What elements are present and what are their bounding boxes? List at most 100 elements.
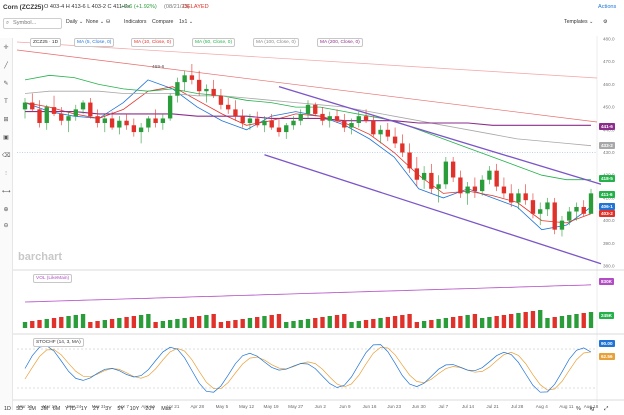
candle-body: [102, 118, 107, 123]
candle-body: [327, 116, 332, 121]
candle-body: [472, 186, 478, 192]
volume-bar: [22, 322, 28, 328]
volume-legend[interactable]: VOL (LikeMain): [33, 274, 73, 283]
price-tick-label: 410.0: [603, 195, 615, 200]
chart-type-button[interactable]: ⛁: [106, 19, 111, 25]
ma200-legend[interactable]: MA (200, Close, 0): [317, 38, 363, 47]
actions-button[interactable]: Actions: [598, 4, 617, 10]
ruler-icon[interactable]: ⊞: [3, 117, 9, 123]
volume-bar: [479, 318, 485, 328]
volume-bar: [334, 315, 340, 328]
draw-dropdown[interactable]: None ⌄: [86, 19, 104, 25]
volume-bar: [516, 313, 521, 328]
stoch-legend[interactable]: STOCHF (14, 3, MA): [33, 338, 84, 347]
candle-body: [501, 186, 507, 194]
volume-bar: [465, 315, 470, 328]
volume-bar: [204, 315, 209, 328]
range-ytd[interactable]: YTD: [65, 406, 76, 412]
volume-bar: [327, 316, 332, 328]
volume-bar: [356, 321, 361, 328]
indicators-button[interactable]: Indicators: [124, 19, 147, 25]
candle-body: [458, 177, 463, 194]
candle-body: [356, 116, 361, 123]
range-10y[interactable]: 10Y: [129, 406, 140, 412]
ma5-legend[interactable]: MA (5, Close, 0): [74, 38, 115, 47]
range-5d[interactable]: 5D: [16, 406, 24, 412]
volume-bar: [211, 314, 216, 328]
timestamp: (08/21/25): [164, 4, 190, 10]
candle-body: [189, 75, 195, 80]
x-tick-label: Mar 31: [92, 404, 107, 409]
chevron-down-icon: ⌄: [99, 19, 105, 25]
volume-bar: [342, 314, 347, 328]
range-6m[interactable]: 6M: [52, 406, 61, 412]
volume-bar: [146, 314, 151, 328]
symbol-input[interactable]: Symbol...: [13, 20, 37, 26]
settings-icon[interactable]: ⚙: [603, 19, 608, 25]
volume-bar: [95, 321, 100, 328]
range-20y[interactable]: 20Y: [145, 406, 155, 412]
ma10-legend[interactable]: MA (10, Close, 0): [131, 38, 175, 47]
x-tick-label: Aug 4: [536, 404, 548, 409]
symbol-legend-pill[interactable]: ZCZ25 · 1D: [30, 38, 62, 47]
volume-bar: [443, 318, 449, 328]
candle-body: [226, 104, 231, 110]
candle-body: [313, 104, 318, 114]
candle-body: [371, 120, 376, 135]
volume-bar: [523, 312, 528, 328]
range-2y[interactable]: 2Y: [93, 406, 100, 412]
chevron-down-icon: ⌄: [188, 19, 194, 25]
candle-body: [146, 118, 151, 128]
measure-icon[interactable]: ⟷: [2, 189, 11, 195]
candle-body: [124, 120, 129, 126]
range-1m[interactable]: 1M: [28, 406, 36, 412]
trend-channel: [264, 86, 602, 265]
percent-toggle[interactable]: %: [576, 406, 581, 412]
compare-button[interactable]: Compare: [152, 19, 174, 25]
text-icon[interactable]: T: [4, 99, 8, 105]
auto-toggle[interactable]: ⤢: [604, 406, 609, 412]
range-1y[interactable]: 1Y: [80, 406, 88, 412]
watermark: barchart: [18, 251, 63, 263]
pen-icon[interactable]: ✎: [3, 81, 9, 87]
volume-bar: [313, 318, 318, 328]
templates-button[interactable]: Templates ⌄: [564, 19, 593, 25]
lock-icon[interactable]: ▣: [3, 135, 9, 141]
log-toggle[interactable]: lg: [590, 406, 595, 412]
range-3m[interactable]: 3M: [40, 406, 49, 412]
stoch-tag: 62.56: [599, 353, 615, 360]
chevron-down-icon: ⌄: [589, 19, 594, 25]
zoom-out-icon[interactable]: ⊖: [3, 223, 9, 229]
range-5y[interactable]: 5Y: [117, 406, 124, 412]
open-interest-line: [24, 284, 592, 303]
candle-body: [450, 161, 456, 178]
zoom-in-icon[interactable]: ⊕: [3, 207, 9, 213]
erase-icon[interactable]: ⌫: [2, 153, 11, 159]
candle-body: [552, 202, 557, 230]
x-tick-label: Jul 14: [462, 404, 475, 409]
range-max[interactable]: Max: [161, 406, 172, 412]
drawing-toolbar: ✛ ╱ ✎ T ⊞ ▣ ⌫ ⫶ ⟷ ⊕ ⊖: [0, 38, 13, 410]
volume-bar: [559, 316, 565, 328]
crosshair-icon[interactable]: ✛: [3, 45, 9, 51]
volume-bar: [392, 316, 398, 328]
volume-bar: [538, 310, 543, 328]
candle-body: [138, 127, 144, 133]
price-tag: 418-5: [599, 174, 615, 182]
ratio-button[interactable]: 1x1 ⌄: [179, 19, 193, 25]
candle-body: [494, 170, 499, 187]
candle-body: [51, 107, 57, 114]
fib-icon[interactable]: ⫶: [5, 171, 7, 177]
candle-body: [37, 109, 42, 123]
volume-bar: [501, 315, 507, 328]
ma100-legend[interactable]: MA (100, Close, 0): [253, 38, 299, 47]
price-chart[interactable]: Mar 10 Mar 17 Mar 24 Mar 31 Apr 7 Apr 14 Apr 2…: [13, 36, 624, 412]
volume-bar: [276, 314, 282, 328]
trendline-icon[interactable]: ╱: [4, 63, 8, 69]
range-1d[interactable]: 1D: [4, 406, 11, 412]
ma50-legend[interactable]: MA (50, Close, 0): [192, 38, 236, 47]
interval-dropdown[interactable]: Daily ⌄: [66, 19, 83, 25]
symbol-search[interactable]: ⌕ Symbol...: [3, 18, 62, 29]
range-3y[interactable]: 3Y: [105, 406, 112, 412]
volume-bar: [138, 315, 144, 328]
